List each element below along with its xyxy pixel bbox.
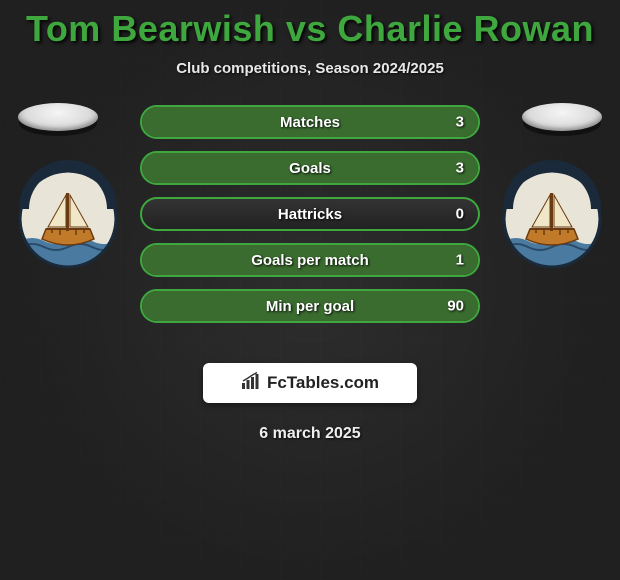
compare-area: EYMOUTH (0, 105, 620, 345)
stat-bar-value: 0 (456, 206, 464, 223)
crest-svg-left: EYMOUTH (18, 159, 118, 279)
stat-bar-label: Hattricks (278, 206, 342, 223)
page-subtitle: Club competitions, Season 2024/2025 (0, 60, 620, 77)
stat-bar: Min per goal 90 (140, 289, 480, 323)
stat-bar: Goals 3 (140, 151, 480, 185)
crest-banner-text: EYMOUTH (39, 181, 98, 191)
player-puck-right (522, 103, 602, 131)
stat-bar-value: 3 (456, 160, 464, 177)
stat-bar-label: Matches (280, 114, 340, 131)
stat-bar-label: Goals per match (251, 252, 369, 269)
chart-icon (241, 372, 261, 395)
player-puck-left (18, 103, 98, 131)
stat-bar-label: Goals (289, 160, 331, 177)
stat-bar: Hattricks 0 (140, 197, 480, 231)
club-crest-right: EYMOUTH (502, 159, 602, 279)
attribution-badge[interactable]: FcTables.com (203, 363, 417, 403)
crest-banner-text: EYMOUTH (523, 181, 582, 191)
stat-bar: Goals per match 1 (140, 243, 480, 277)
page-title: Tom Bearwish vs Charlie Rowan (0, 0, 620, 50)
stat-bar-label: Min per goal (266, 298, 354, 315)
attribution-text: FcTables.com (267, 373, 379, 393)
crest-svg-right: EYMOUTH (502, 159, 602, 279)
stat-bars: Matches 3 Goals 3 Hattricks 0 Goals per match 1… (140, 105, 480, 335)
club-crest-left: EYMOUTH (18, 159, 118, 279)
stat-bar: Matches 3 (140, 105, 480, 139)
stat-bar-value: 90 (447, 298, 464, 315)
date-text: 6 march 2025 (0, 425, 620, 443)
content-root: Tom Bearwish vs Charlie Rowan Club compe… (0, 0, 620, 580)
stat-bar-value: 3 (456, 114, 464, 131)
stat-bar-value: 1 (456, 252, 464, 269)
